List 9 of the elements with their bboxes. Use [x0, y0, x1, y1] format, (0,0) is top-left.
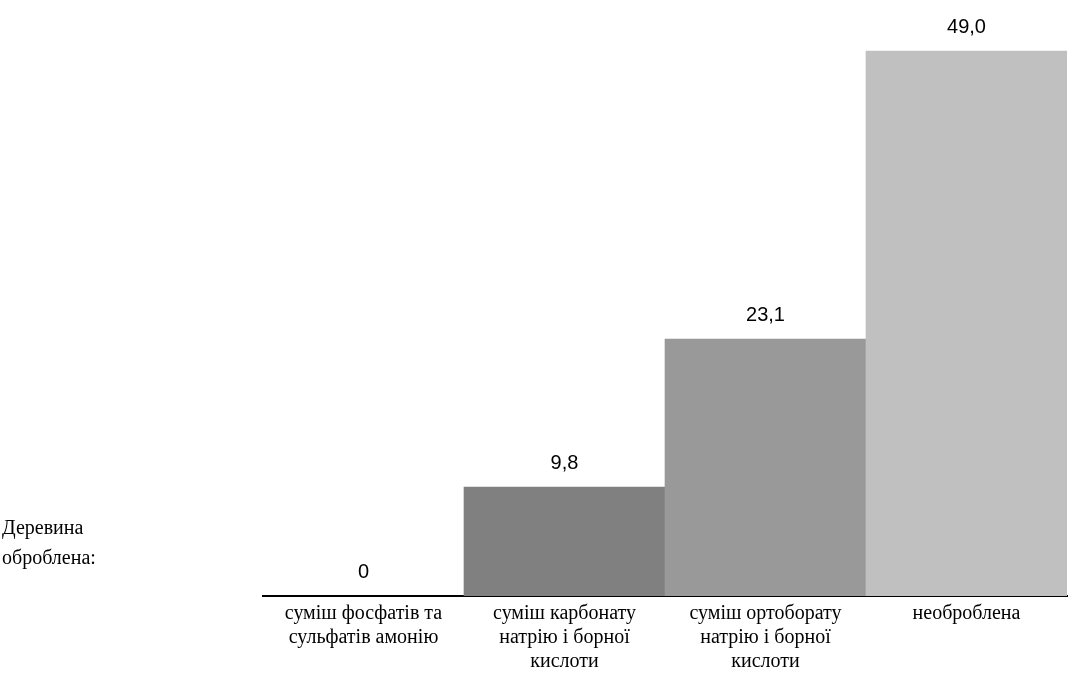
data-label: 23,1 — [746, 302, 785, 325]
x-tick-label: суміш ортоборату натрію і борної кислоти — [689, 601, 842, 672]
data-label: 49,0 — [947, 14, 986, 37]
x-tick-label: суміш карбонату натрію і борної кислоти — [493, 601, 636, 672]
x-tick-label: необроблена — [912, 601, 1021, 625]
text: Деревина оброблена: — [2, 515, 97, 571]
x-tick-label: суміш фосфатів та сульфатів амонію — [284, 601, 443, 649]
data-label: 0 — [357, 559, 370, 582]
data-label: 9,8 — [550, 450, 579, 473]
